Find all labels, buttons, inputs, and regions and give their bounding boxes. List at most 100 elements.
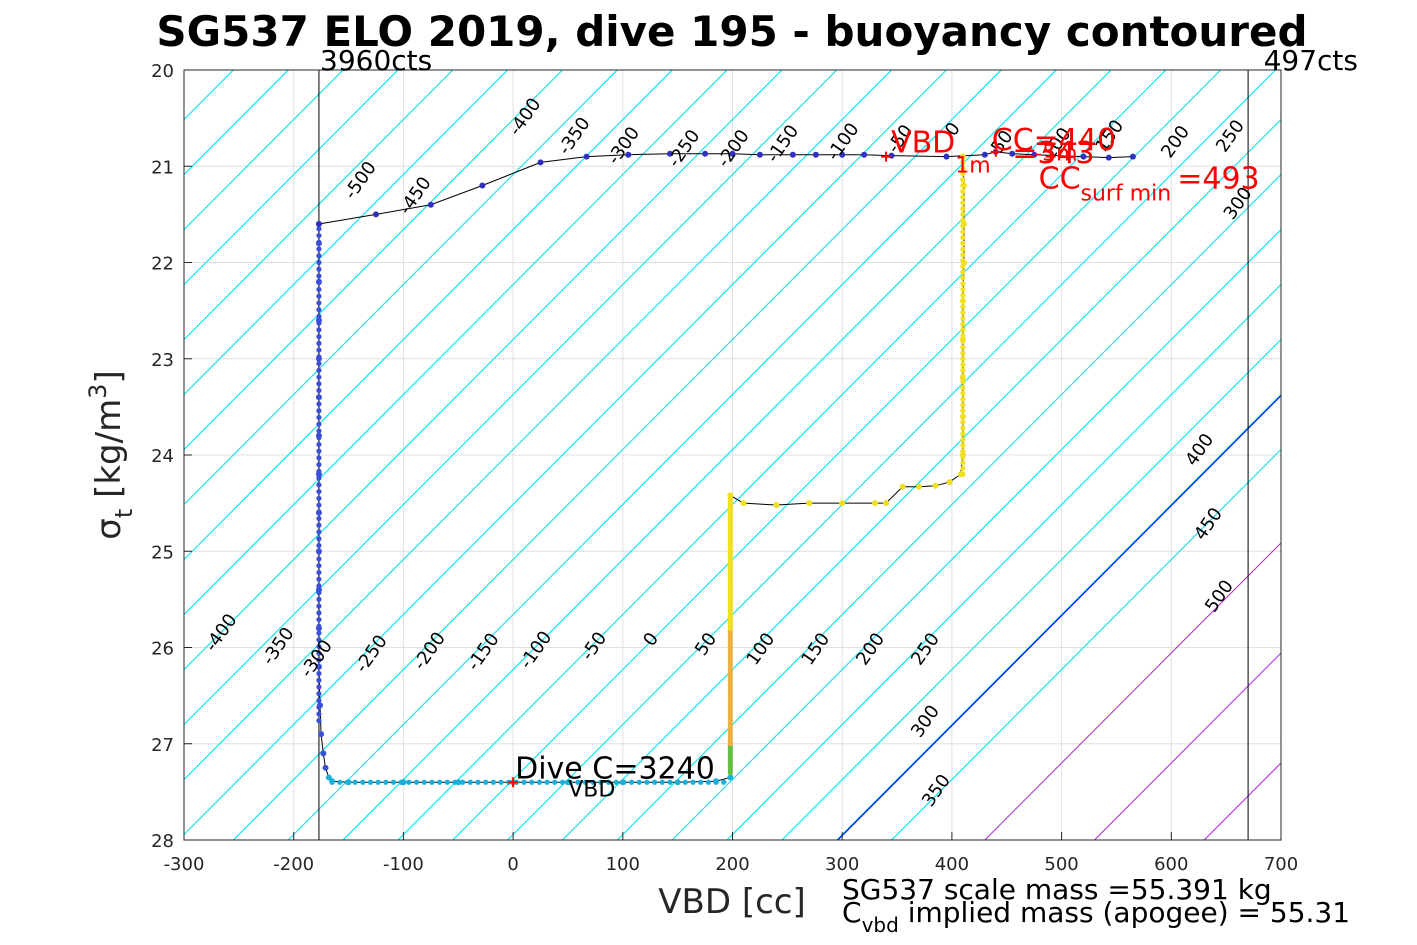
dive-point [352, 779, 358, 785]
dive-point [316, 246, 322, 252]
dive-point [483, 779, 489, 785]
dive-point [316, 387, 322, 394]
climb-point [960, 373, 966, 379]
climb-point [960, 309, 966, 316]
climb-point [960, 188, 966, 194]
dive-point [316, 563, 322, 569]
surface-point [666, 150, 673, 157]
dive-point [316, 569, 322, 576]
climb-point [960, 361, 966, 368]
dive-point [316, 657, 322, 663]
climb-point [960, 471, 966, 477]
dive-point [316, 684, 322, 690]
dive-point [316, 718, 322, 724]
dive-point [316, 509, 322, 515]
climb-point [960, 206, 966, 212]
dive-point [316, 603, 322, 609]
dive-profile-points [315, 148, 1136, 786]
marker-plus-3 [1045, 151, 1056, 162]
chart-title: SG537 ELO 2019, dive 195 - buoyancy cont… [156, 7, 1307, 56]
climb-point [960, 408, 966, 414]
climb-point [960, 402, 966, 408]
climb-point [899, 483, 906, 490]
implied-mass-text: Cvbd implied mass (apogee) = 55.31 [842, 896, 1350, 937]
contour-line-cyan [726, 283, 1281, 840]
climb-point [960, 327, 966, 333]
climb-point [740, 500, 747, 507]
contour-line-cyan [781, 338, 1281, 840]
climb-point [960, 263, 966, 269]
climb-point [960, 379, 966, 385]
dive-point [316, 596, 322, 602]
climb-point [932, 482, 939, 489]
dive-point [383, 779, 389, 785]
contour-line-cyan [232, 70, 1002, 840]
dive-point [316, 529, 322, 535]
x-tick-label: 300 [825, 854, 859, 875]
dive-point [316, 549, 322, 555]
dive-point [413, 779, 420, 785]
climb-point [960, 465, 966, 472]
climb-point [960, 269, 966, 275]
dive-point [316, 650, 322, 656]
dive-point [529, 779, 535, 785]
climb-point [960, 460, 966, 466]
dive-point [316, 515, 322, 522]
contour-line-cyan [184, 70, 673, 561]
surface-point [789, 151, 796, 158]
dive-point [536, 779, 543, 785]
climb-point [960, 390, 966, 396]
surface-point [756, 151, 763, 158]
climb-point [960, 413, 966, 420]
surface-point [981, 151, 988, 158]
x-tick-label: 200 [715, 854, 749, 875]
climb-point [806, 500, 813, 507]
dive-point [316, 488, 322, 495]
scale-mass-text: SG537 scale mass =55.391 kg [842, 873, 1272, 906]
y-tick-label: 23 [151, 350, 174, 371]
dive-point [375, 779, 381, 785]
dive-point [337, 779, 343, 785]
dive-point [316, 381, 322, 387]
contour-line-cyan [184, 70, 344, 231]
climb-point [960, 454, 966, 460]
dive-point [316, 536, 322, 542]
dive-point [398, 779, 404, 785]
y-tick-label: 27 [151, 735, 174, 756]
limit-label-left: 3960cts [320, 44, 432, 77]
y-axis-unit: [kg/m [89, 399, 129, 509]
dive-point [567, 779, 573, 785]
dive-point [367, 779, 374, 785]
dive-point [652, 779, 658, 785]
climb-point [960, 246, 966, 252]
dive-point [559, 779, 566, 785]
surface-profile-line [318, 151, 1133, 225]
climb-point [872, 500, 879, 507]
dive-point [316, 455, 322, 461]
x-axis-label: VBD [cc] [658, 882, 806, 922]
dive-point [552, 779, 558, 785]
climb-point [960, 281, 966, 287]
dive-point [698, 779, 704, 785]
climb-point [960, 240, 966, 246]
dive-point [490, 779, 496, 785]
dive-point [721, 779, 727, 785]
dive-point [316, 590, 322, 596]
climb-point [960, 234, 966, 241]
dive-point [360, 779, 366, 785]
contour-line-cyan [184, 70, 509, 396]
dive-point [316, 556, 322, 562]
surface-point [537, 159, 544, 166]
contour-line-magenta [984, 542, 1281, 840]
climb-point [960, 419, 966, 425]
dive-point [316, 643, 322, 650]
climb-point [883, 500, 890, 507]
dive-point [521, 779, 527, 785]
dive-point [444, 779, 450, 785]
dive-point [713, 779, 719, 785]
climb-point [960, 217, 966, 223]
x-tick-label: 400 [935, 854, 969, 875]
contour-line-cyan [891, 448, 1281, 840]
climb-point [960, 159, 966, 165]
